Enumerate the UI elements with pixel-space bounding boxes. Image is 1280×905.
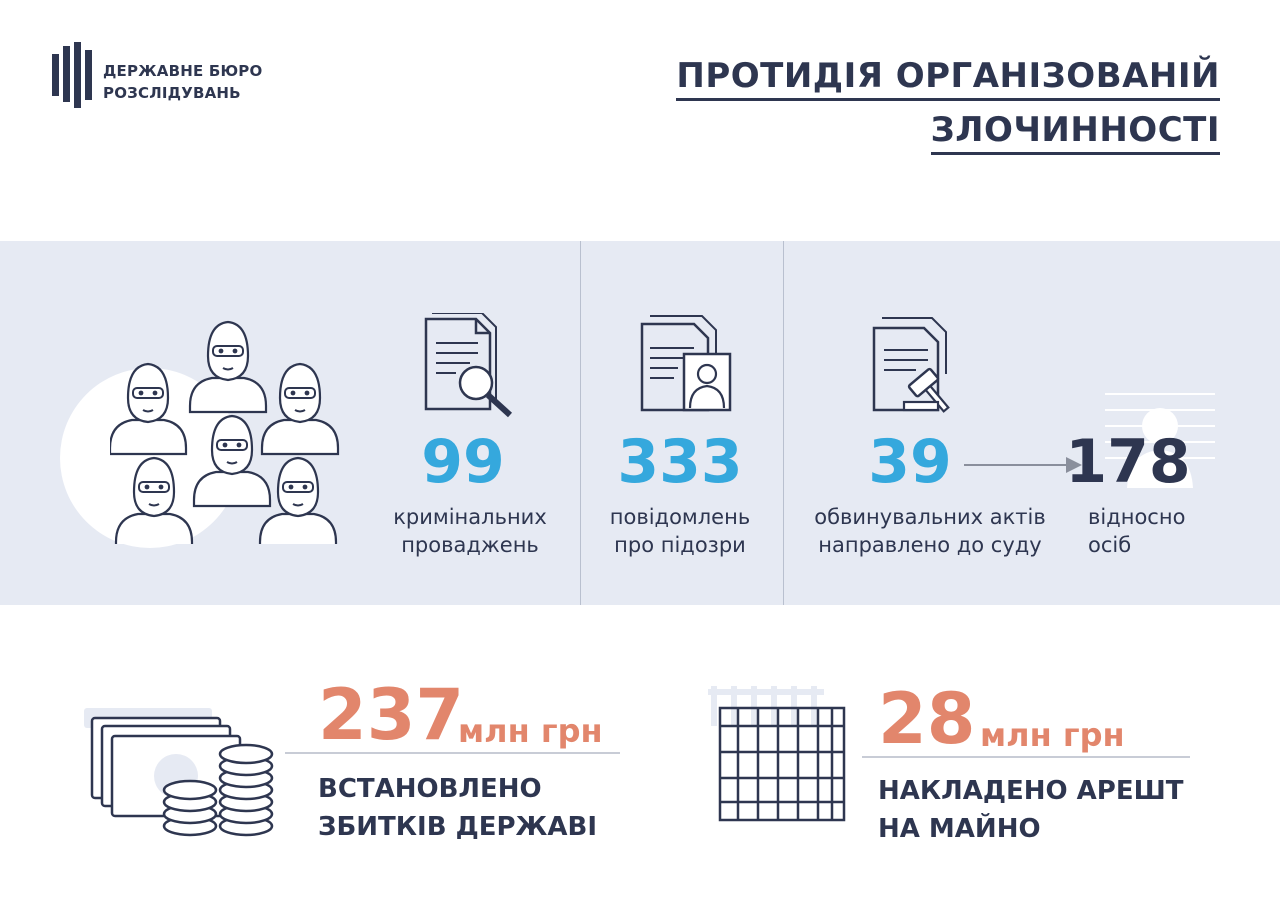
mugshot-person-icon [1105,393,1215,488]
caption-line: відносно [1088,505,1186,529]
prison-bars-icon [708,686,846,822]
stat-persons-caption: відносно осіб [1088,503,1185,559]
stat-indictments-value: 39 [868,427,952,497]
page-title-line1: ПРОТИДІЯ ОРГАНІЗОВАНІЙ [676,56,1220,101]
caption-line: кримінальних [393,505,547,529]
money-coins-icon [84,708,274,837]
org-name-line1: ДЕРЖАВНЕ БЮРО [103,62,263,80]
stat-suspicions-caption: повідомлень про підозри [580,503,780,559]
stat-suspicions-value: 333 [617,427,743,497]
page-title-line2: ЗЛОЧИННОСТІ [930,110,1220,155]
masked-group-icon [110,320,340,544]
caption-line: проваджень [401,533,539,557]
band-divider [580,241,581,605]
divider-line [285,752,620,754]
suspicion-document-icon [640,315,732,412]
caption-line: обвинувальних актів [814,505,1046,529]
caption-line: ЗБИТКІВ ДЕРЖАВІ [318,812,597,842]
arrest-caption: НАКЛАДЕНО АРЕШТ НА МАЙНО [878,772,1198,848]
court-gavel-document-icon [872,317,950,413]
caption-line: повідомлень [609,505,751,529]
arrest-value: 28 [878,678,976,760]
divider-line [862,756,1190,758]
caption-line: ВСТАНОВЛЕНО [318,774,542,804]
band-divider [783,241,784,605]
caption-line: направлено до суду [818,533,1042,557]
stat-cases-value: 99 [421,427,505,497]
caption-line: осіб [1088,533,1132,557]
damage-caption: ВСТАНОВЛЕНО ЗБИТКІВ ДЕРЖАВІ [318,770,618,846]
caption-line: НА МАЙНО [878,814,1041,844]
document-search-icon [424,313,513,418]
damage-unit: млн грн [458,712,603,750]
arrow-right-icon [964,457,1082,473]
stat-cases-caption: кримінальних проваджень [370,503,570,559]
stat-indictments-caption: обвинувальних актів направлено до суду [800,503,1060,559]
caption-line: НАКЛАДЕНО АРЕШТ [878,776,1184,806]
stat-persons-value: 178 [1065,427,1191,497]
org-name-line2: РОЗСЛІДУВАНЬ [103,84,241,102]
caption-line: про підозри [614,533,746,557]
dbr-logo-icon [52,42,92,108]
arrest-unit: млн грн [980,716,1125,754]
damage-value: 237 [318,674,465,756]
